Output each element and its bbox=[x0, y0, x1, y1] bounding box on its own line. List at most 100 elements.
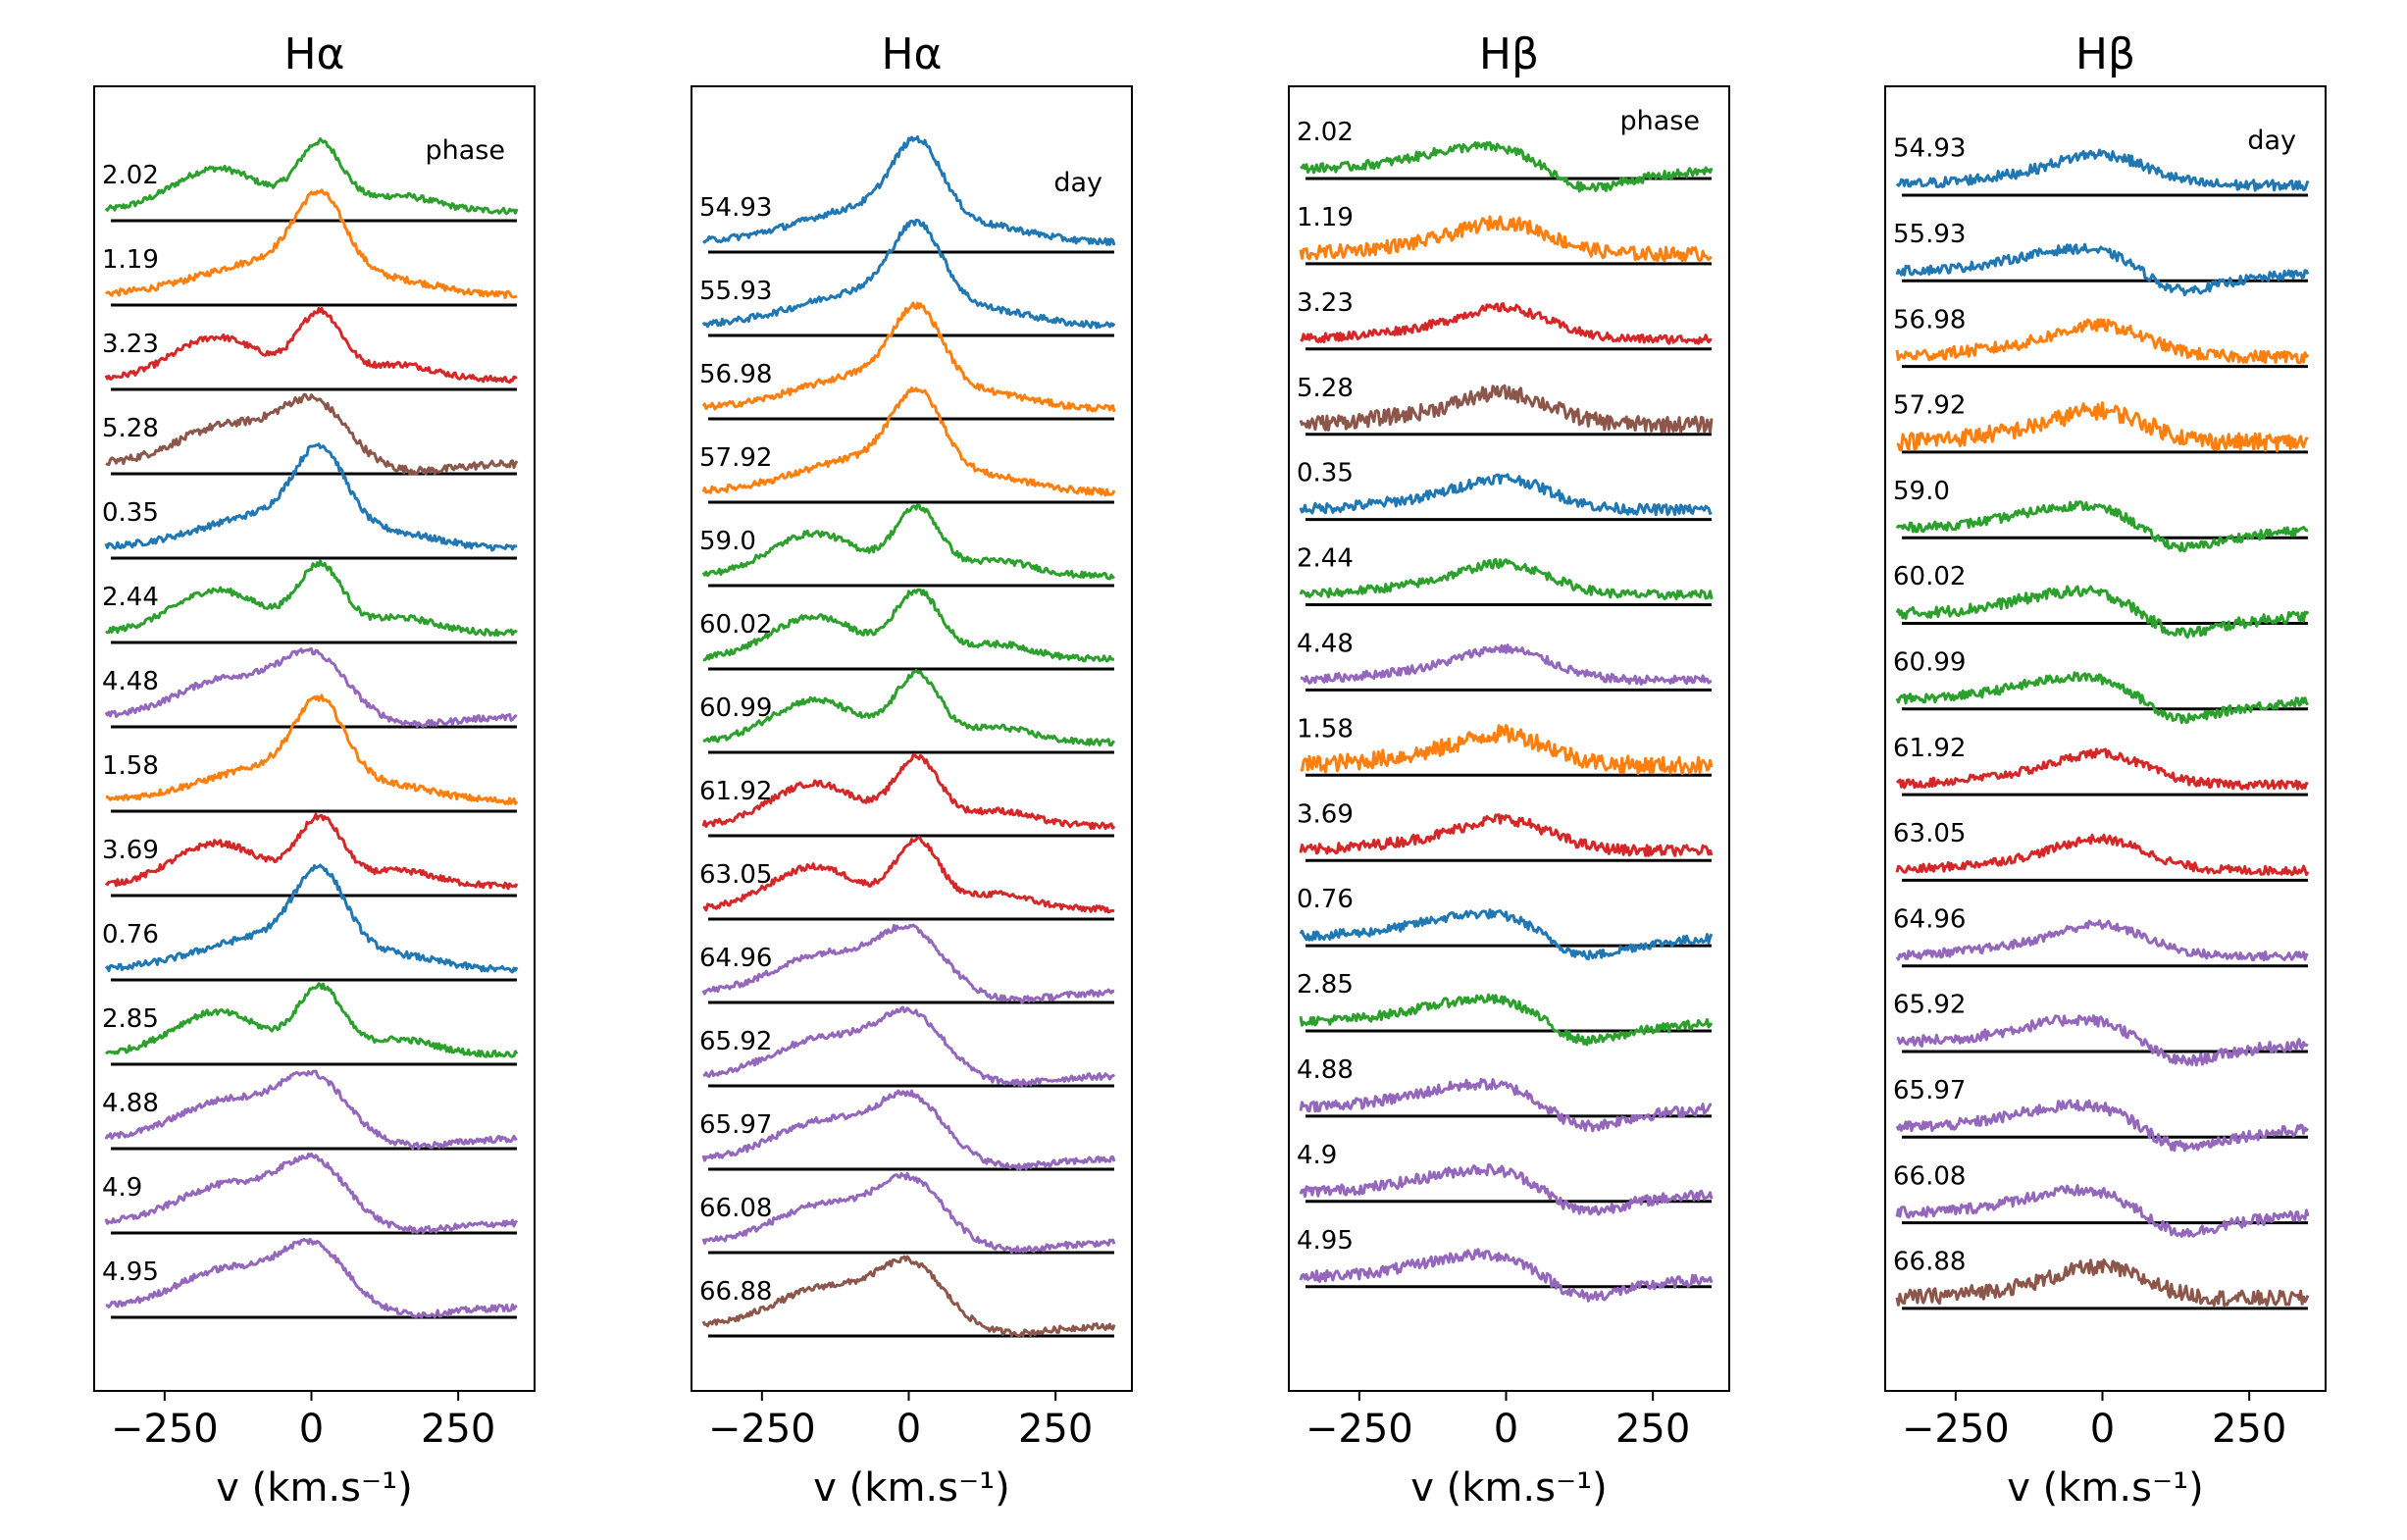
spectrum-64.96: 64.96 bbox=[1893, 904, 2309, 968]
spectrum-line bbox=[702, 588, 1114, 663]
spectrum-line bbox=[1895, 833, 2310, 877]
spectrum-label: 66.08 bbox=[699, 1194, 772, 1223]
spectrum-label: 59.0 bbox=[699, 527, 756, 556]
spectrum-4.9: 4.9 bbox=[102, 1153, 519, 1235]
x-tick-label: 250 bbox=[1615, 1407, 1690, 1452]
spectrum-line bbox=[1299, 215, 1713, 263]
spectrum-line bbox=[104, 812, 519, 891]
spectrum-2.02: 2.02 bbox=[1297, 118, 1714, 193]
spectrum-line bbox=[105, 392, 519, 476]
spectrum-label: 2.44 bbox=[1297, 544, 1354, 574]
spectrum-line bbox=[701, 752, 1116, 831]
spectrum-label: 65.97 bbox=[699, 1110, 772, 1140]
spectrum-line bbox=[104, 647, 518, 728]
x-axis-label: v (km.s⁻¹) bbox=[813, 1465, 1009, 1511]
spectrum-57.92: 57.92 bbox=[1893, 391, 2309, 454]
corner-label: day bbox=[1053, 168, 1102, 198]
spectrum-label: 2.02 bbox=[102, 161, 159, 190]
spectrum-3.69: 3.69 bbox=[1297, 799, 1714, 862]
spectrum-4.48: 4.48 bbox=[1297, 630, 1713, 692]
spectrum-line bbox=[1895, 671, 2310, 725]
spectrum-label: 4.48 bbox=[102, 667, 159, 696]
spectrum-label: 60.99 bbox=[1893, 648, 1966, 678]
spectrum-line bbox=[1895, 585, 2310, 640]
spectrum-line bbox=[702, 836, 1115, 914]
spectrum-line bbox=[105, 559, 518, 638]
spectrum-line bbox=[702, 669, 1116, 747]
x-tick-label: 250 bbox=[2212, 1407, 2286, 1452]
spectrum-line bbox=[1896, 401, 2309, 453]
spectrum-label: 66.88 bbox=[1893, 1248, 1966, 1277]
spectrum-65.92: 65.92 bbox=[699, 1005, 1116, 1088]
spectrum-label: 63.05 bbox=[699, 860, 772, 890]
spectrum-label: 60.99 bbox=[699, 693, 772, 723]
spectrum-label: 5.28 bbox=[1297, 374, 1354, 403]
x-tick-label: 0 bbox=[1494, 1407, 1518, 1452]
spectrum-label: 4.95 bbox=[1297, 1226, 1354, 1256]
spectrum-line bbox=[1299, 557, 1714, 600]
spectrum-label: 66.88 bbox=[699, 1277, 772, 1307]
spectrum-label: 2.85 bbox=[102, 1004, 159, 1034]
spectrum-label: 54.93 bbox=[699, 193, 772, 223]
spectrum-label: 60.02 bbox=[1893, 562, 1966, 591]
spectrum-label: 1.58 bbox=[102, 751, 159, 781]
spectrum-label: 4.9 bbox=[102, 1173, 142, 1203]
spectrum-4.95: 4.95 bbox=[1297, 1226, 1714, 1303]
spectrum-label: 54.93 bbox=[1893, 134, 1966, 164]
spectrum-label: 2.85 bbox=[1297, 970, 1354, 1000]
spectrum-label: 57.92 bbox=[1893, 391, 1966, 421]
spectrum-line bbox=[104, 188, 518, 299]
spectrum-66.08: 66.08 bbox=[699, 1171, 1116, 1255]
spectrum-65.97: 65.97 bbox=[699, 1089, 1116, 1171]
spectrum-66.88: 66.88 bbox=[1893, 1248, 2310, 1310]
spectrum-5.28: 5.28 bbox=[102, 392, 519, 476]
spectrum-63.05: 63.05 bbox=[699, 836, 1115, 921]
spectrum-2.85: 2.85 bbox=[102, 982, 519, 1066]
spectrum-59.0: 59.0 bbox=[699, 503, 1115, 588]
spectrum-4.48: 4.48 bbox=[102, 647, 518, 729]
spectrum-line bbox=[104, 1069, 518, 1151]
spectrum-63.05: 63.05 bbox=[1893, 819, 2310, 882]
spectrum-line bbox=[701, 503, 1115, 581]
spectrum-1.58: 1.58 bbox=[1297, 714, 1714, 777]
spectrum-label: 4.95 bbox=[102, 1258, 159, 1287]
spectrum-1.58: 1.58 bbox=[102, 693, 519, 813]
spectrum-line bbox=[701, 1255, 1116, 1338]
corner-label: phase bbox=[1620, 106, 1700, 136]
spectrum-label: 4.88 bbox=[1297, 1055, 1354, 1085]
spectrum-59.0: 59.0 bbox=[1893, 477, 2309, 553]
spectrum-label: 64.96 bbox=[1893, 904, 1966, 934]
spectrum-label: 4.88 bbox=[102, 1089, 159, 1118]
spectrum-line bbox=[1895, 747, 2309, 791]
spectrum-line bbox=[1895, 1258, 2310, 1308]
spectrum-label: 0.76 bbox=[102, 920, 159, 950]
spectrum-line bbox=[1895, 1184, 2310, 1238]
x-axis-label: v (km.s⁻¹) bbox=[2007, 1465, 2203, 1511]
spectrum-65.97: 65.97 bbox=[1893, 1076, 2310, 1153]
x-tick-label: 0 bbox=[299, 1407, 324, 1452]
spectrum-61.92: 61.92 bbox=[699, 752, 1116, 838]
spectrum-line bbox=[1300, 724, 1714, 776]
x-tick-label: 0 bbox=[2090, 1407, 2115, 1452]
spectrum-label: 0.35 bbox=[1297, 459, 1354, 488]
spectrum-line bbox=[1299, 473, 1713, 517]
spectrum-60.99: 60.99 bbox=[1893, 648, 2310, 725]
spectrum-64.96: 64.96 bbox=[699, 923, 1115, 1004]
spectrum-2.44: 2.44 bbox=[102, 559, 518, 644]
spectrum-54.93: 54.93 bbox=[1893, 134, 2310, 197]
spectrum-label: 3.23 bbox=[102, 330, 159, 359]
spectrum-label: 3.69 bbox=[102, 836, 159, 865]
spectrum-line bbox=[1301, 643, 1713, 686]
spectrum-55.93: 55.93 bbox=[1893, 220, 2310, 297]
panel-frame bbox=[1288, 85, 1730, 1392]
spectrum-label: 56.98 bbox=[699, 360, 772, 389]
spectrum-line bbox=[104, 863, 519, 974]
spectrum-label: 2.44 bbox=[102, 583, 159, 612]
spectrum-56.98: 56.98 bbox=[699, 301, 1116, 421]
spectrum-label: 65.92 bbox=[1893, 991, 1966, 1020]
spectrum-label: 61.92 bbox=[1893, 734, 1966, 763]
spectrum-60.99: 60.99 bbox=[699, 669, 1116, 754]
x-tick-label: −250 bbox=[111, 1407, 219, 1452]
spectrum-line bbox=[105, 1237, 518, 1319]
x-tick-label: −250 bbox=[1306, 1407, 1413, 1452]
